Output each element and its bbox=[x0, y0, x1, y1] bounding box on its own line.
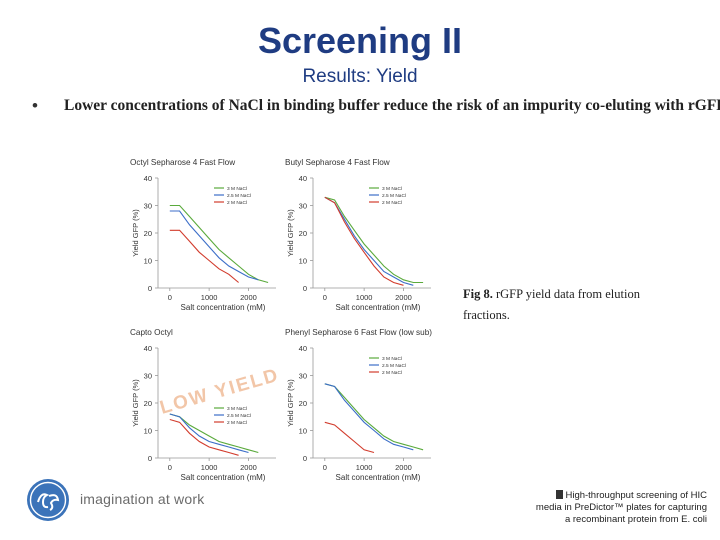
y-tick-label: 10 bbox=[144, 257, 152, 266]
bullet-marker: • bbox=[32, 96, 38, 115]
x-axis-label: Salt concentration (mM) bbox=[336, 303, 421, 312]
x-tick-label: 2000 bbox=[395, 293, 412, 302]
document-icon bbox=[556, 490, 564, 499]
y-tick-label: 0 bbox=[303, 284, 307, 293]
y-tick-label: 40 bbox=[299, 174, 307, 183]
chart-title: Phenyl Sepharose 6 Fast Flow (low sub) bbox=[285, 328, 432, 337]
series-line bbox=[324, 196, 424, 284]
legend-label: 2 M NaCl bbox=[227, 200, 247, 206]
y-tick-label: 20 bbox=[144, 399, 152, 408]
legend-label: 2 M NaCl bbox=[382, 200, 402, 206]
legend-label: 2 M NaCl bbox=[227, 420, 247, 426]
series-line bbox=[324, 383, 424, 451]
x-axis-label: Salt concentration (mM) bbox=[181, 303, 266, 312]
low-yield-annotation: LOW YIELD bbox=[158, 365, 282, 419]
y-tick-label: 0 bbox=[303, 454, 307, 463]
slide-subtitle: Results: Yield bbox=[302, 66, 418, 87]
y-axis-label: Yield GFP (%) bbox=[131, 209, 140, 257]
series-line bbox=[169, 204, 269, 284]
footer-tagline: imagination at work bbox=[80, 491, 205, 507]
legend-label: 3 M NaCl bbox=[382, 356, 402, 362]
x-tick-label: 2000 bbox=[240, 463, 257, 472]
x-tick-label: 0 bbox=[323, 463, 327, 472]
y-tick-label: 30 bbox=[299, 202, 307, 211]
y-tick-label: 10 bbox=[144, 427, 152, 436]
series-line bbox=[324, 196, 404, 286]
y-tick-label: 20 bbox=[144, 229, 152, 238]
legend-label: 2.5 M NaCl bbox=[227, 193, 251, 199]
x-tick-label: 0 bbox=[323, 293, 327, 302]
series-line bbox=[324, 383, 414, 451]
bullet-text: Lower concentrations of NaCl in binding … bbox=[64, 97, 720, 114]
series-line bbox=[169, 229, 239, 283]
series-line bbox=[169, 413, 249, 454]
x-tick-label: 0 bbox=[168, 293, 172, 302]
chart-title: Capto Octyl bbox=[130, 328, 173, 337]
slide-title: Screening II bbox=[257, 20, 463, 61]
chart-title: Butyl Sepharose 4 Fast Flow bbox=[285, 158, 390, 167]
legend-label: 2.5 M NaCl bbox=[382, 193, 406, 199]
y-tick-label: 40 bbox=[299, 344, 307, 353]
x-axis-label: Salt concentration (mM) bbox=[336, 473, 421, 482]
y-tick-label: 30 bbox=[144, 202, 152, 211]
figure-label: Fig 8. bbox=[463, 287, 493, 301]
x-tick-label: 2000 bbox=[395, 463, 412, 472]
legend-label: 2.5 M NaCl bbox=[227, 413, 251, 419]
series-line bbox=[169, 210, 259, 281]
y-tick-label: 0 bbox=[148, 454, 152, 463]
y-tick-label: 0 bbox=[148, 284, 152, 293]
legend-label: 3 M NaCl bbox=[382, 186, 402, 192]
y-tick-label: 30 bbox=[299, 372, 307, 381]
y-axis-label: Yield GFP (%) bbox=[131, 379, 140, 427]
y-tick-label: 30 bbox=[144, 372, 152, 381]
legend-label: 3 M NaCl bbox=[227, 406, 247, 412]
series-line bbox=[324, 421, 375, 454]
legend-label: 3 M NaCl bbox=[227, 186, 247, 192]
x-axis-label: Salt concentration (mM) bbox=[181, 473, 266, 482]
series-line bbox=[324, 196, 414, 286]
y-tick-label: 40 bbox=[144, 174, 152, 183]
x-tick-label: 1000 bbox=[356, 293, 373, 302]
y-tick-label: 10 bbox=[299, 257, 307, 266]
x-tick-label: 0 bbox=[168, 463, 172, 472]
y-tick-label: 20 bbox=[299, 399, 307, 408]
y-tick-label: 40 bbox=[144, 344, 152, 353]
source-line-3: a recombinant protein from E. coli bbox=[564, 514, 707, 525]
y-tick-label: 10 bbox=[299, 427, 307, 436]
y-axis-label: Yield GFP (%) bbox=[286, 209, 295, 257]
y-axis-label: Yield GFP (%) bbox=[286, 379, 295, 427]
x-tick-label: 1000 bbox=[356, 463, 373, 472]
ge-logo-icon bbox=[27, 479, 69, 521]
legend-label: 2.5 M NaCl bbox=[382, 363, 406, 369]
x-tick-label: 1000 bbox=[201, 293, 218, 302]
source-line-1: High-throughput screening of HIC bbox=[565, 490, 707, 501]
figure-caption-text: rGFP yield data from elution fractions. bbox=[463, 287, 640, 322]
series-line bbox=[169, 413, 259, 454]
y-tick-label: 20 bbox=[299, 229, 307, 238]
source-reference: High-throughput screening of HIC media i… bbox=[505, 490, 707, 526]
legend-label: 2 M NaCl bbox=[382, 370, 402, 376]
series-line bbox=[169, 418, 239, 456]
figure-caption: Fig 8. rGFP yield data from elution frac… bbox=[463, 284, 653, 326]
source-line-2: media in PreDictor™ plates for capturing bbox=[535, 502, 707, 513]
chart-title: Octyl Sepharose 4 Fast Flow bbox=[130, 158, 235, 167]
x-tick-label: 1000 bbox=[201, 463, 218, 472]
x-tick-label: 2000 bbox=[240, 293, 257, 302]
